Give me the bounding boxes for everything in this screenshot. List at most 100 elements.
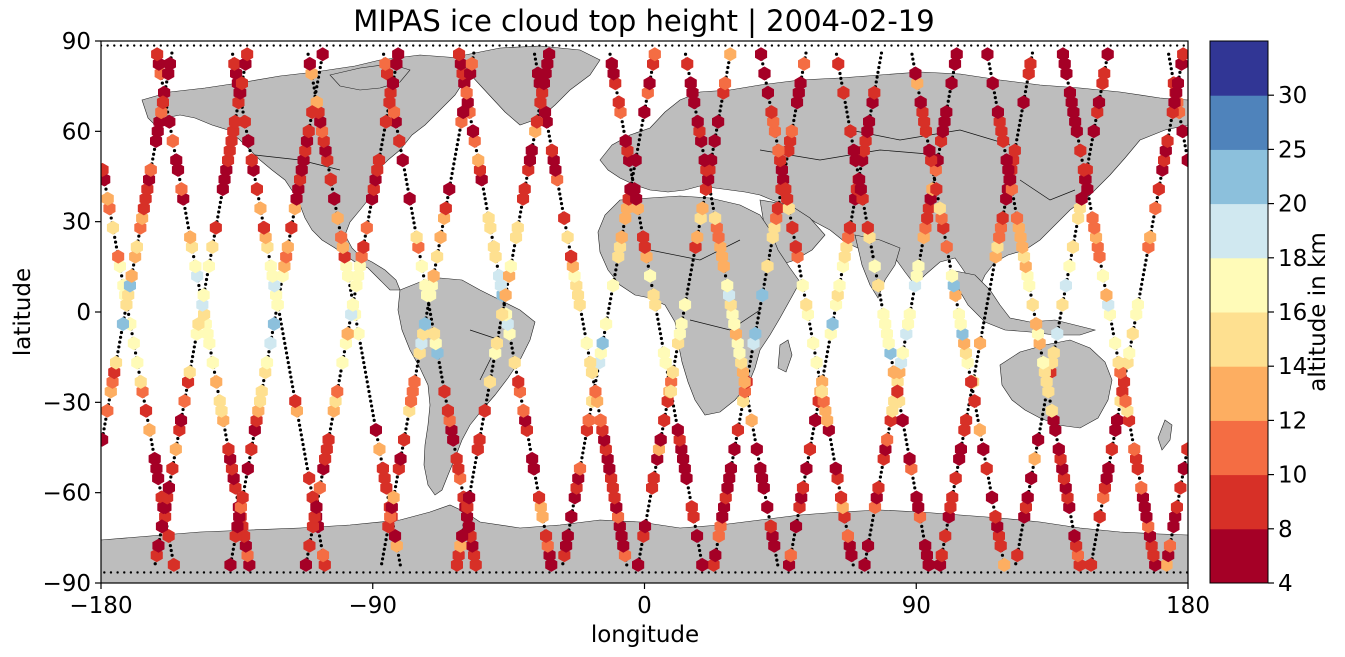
track-point: [1108, 456, 1112, 460]
track-point: [813, 571, 817, 574]
track-point: [501, 571, 505, 574]
cloud-hexagon: [1045, 403, 1058, 418]
cloud-hexagon: [439, 201, 452, 216]
track-point: [874, 274, 879, 278]
track-point: [955, 303, 959, 307]
cloud-hexagon: [708, 134, 721, 148]
track-point: [828, 438, 833, 442]
track-point: [837, 44, 840, 47]
track-point: [1142, 44, 1146, 47]
cloud-hexagon: [331, 384, 344, 399]
track-point: [1015, 138, 1019, 142]
track-point: [976, 354, 980, 359]
colorbar-bin: [1210, 41, 1268, 96]
track-point: [688, 495, 692, 500]
track-point: [1180, 475, 1184, 479]
track-point: [184, 388, 189, 392]
track-point: [739, 412, 743, 416]
track-point: [960, 571, 963, 574]
track-point: [1169, 44, 1172, 47]
cloud-hexagon: [596, 336, 609, 351]
y-tick-label: 60: [62, 119, 91, 145]
track-point: [860, 571, 863, 574]
track-point: [601, 571, 604, 574]
cloud-hexagon: [1075, 191, 1088, 206]
track-point: [921, 529, 925, 533]
track-point: [315, 571, 319, 574]
track-point: [113, 235, 117, 239]
track-point: [903, 433, 907, 437]
track-point: [711, 147, 715, 151]
track-point: [309, 118, 313, 123]
track-point: [287, 365, 291, 370]
track-point: [186, 226, 191, 230]
cloud-hexagon: [299, 557, 312, 572]
track-point: [393, 70, 397, 74]
track-point: [403, 173, 407, 177]
track-point: [429, 317, 434, 321]
track-point: [1137, 476, 1142, 480]
track-point: [1075, 224, 1079, 229]
track-point: [342, 571, 345, 574]
track-point: [591, 44, 594, 47]
track-point: [946, 571, 950, 574]
colorbar-tick-label: 18: [1278, 246, 1307, 272]
track-point: [684, 44, 687, 47]
track-point: [253, 177, 257, 182]
cloud-hexagon: [664, 384, 677, 399]
track-point: [216, 571, 219, 574]
track-point: [393, 485, 398, 489]
cloud-hexagon: [461, 95, 474, 110]
track-point: [879, 51, 884, 55]
track-point: [113, 240, 118, 244]
track-point: [692, 253, 696, 257]
track-point: [415, 364, 419, 368]
track-point: [916, 44, 920, 47]
track-point: [1179, 120, 1183, 124]
track-point: [1112, 436, 1116, 441]
track-point: [1074, 229, 1078, 233]
track-point: [1096, 44, 1099, 47]
track-point: [259, 44, 262, 47]
track-point: [1066, 273, 1070, 277]
track-point: [921, 534, 926, 538]
cloud-hexagon: [800, 461, 813, 476]
track-point: [485, 206, 489, 211]
track-point: [383, 542, 387, 547]
track-point: [943, 235, 947, 239]
cloud-hexagon: [639, 519, 652, 534]
colorbar-bin: [1210, 149, 1268, 205]
track-point: [281, 332, 285, 336]
track-point: [185, 221, 190, 225]
cloud-hexagon: [745, 413, 758, 428]
track-point: [185, 216, 189, 220]
track-point: [857, 44, 860, 47]
track-point: [1152, 571, 1156, 574]
track-point: [564, 226, 568, 230]
track-point: [869, 245, 873, 249]
track-point: [803, 475, 807, 479]
track-point: [497, 330, 501, 335]
track-point: [1110, 322, 1114, 326]
cloud-hexagon: [1051, 326, 1064, 341]
track-point: [1175, 44, 1179, 47]
track-point: [855, 168, 859, 172]
track-point: [548, 139, 552, 143]
track-point: [1035, 446, 1039, 450]
track-point: [325, 44, 329, 47]
track-point: [878, 293, 882, 297]
track-point: [491, 44, 495, 47]
track-point: [768, 248, 772, 253]
track-point: [300, 438, 304, 442]
track-point: [1141, 273, 1146, 277]
cloud-hexagon: [584, 355, 597, 370]
cloud-hexagon: [504, 259, 517, 274]
track-point: [911, 297, 915, 301]
track-point: [469, 485, 473, 489]
track-point: [209, 253, 213, 257]
cloud-hexagon: [222, 442, 235, 457]
track-point: [930, 44, 933, 47]
track-point: [395, 129, 400, 133]
track-point: [197, 283, 201, 288]
cloud-hexagon: [162, 480, 175, 495]
